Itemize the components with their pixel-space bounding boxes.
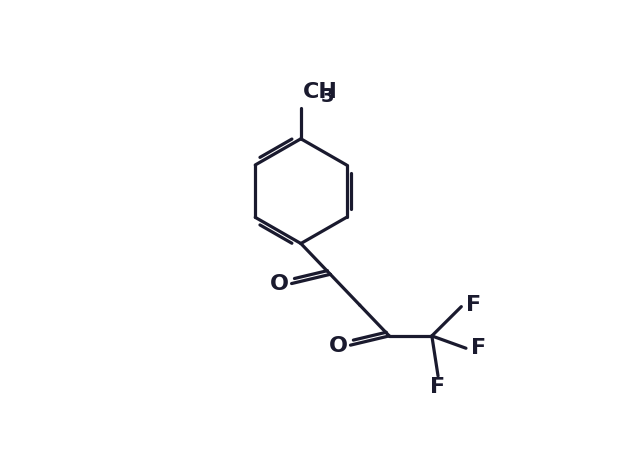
Text: CH: CH <box>303 82 337 102</box>
Text: 3: 3 <box>321 86 335 106</box>
Text: F: F <box>470 338 486 358</box>
Text: O: O <box>328 336 348 356</box>
Text: O: O <box>269 274 289 294</box>
Text: F: F <box>466 295 481 315</box>
Text: F: F <box>431 377 445 397</box>
